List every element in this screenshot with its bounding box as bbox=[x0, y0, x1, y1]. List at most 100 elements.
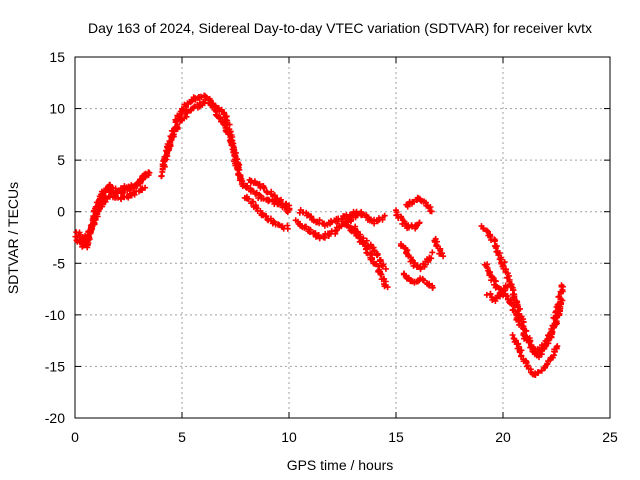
data-point-marker bbox=[417, 265, 424, 272]
data-point-marker bbox=[268, 191, 275, 198]
data-point-marker bbox=[416, 219, 423, 226]
data-point-marker bbox=[501, 259, 508, 266]
y-tick-label: 0 bbox=[57, 204, 65, 220]
data-point-marker bbox=[439, 250, 445, 257]
data-point-marker bbox=[225, 130, 232, 137]
data-point-marker bbox=[316, 235, 323, 242]
data-point-marker bbox=[405, 274, 412, 281]
data-point-marker bbox=[558, 301, 564, 308]
data-point-marker bbox=[535, 370, 541, 376]
data-point-marker bbox=[142, 184, 149, 191]
data-point-marker bbox=[374, 252, 381, 259]
data-point-marker bbox=[270, 218, 277, 224]
data-point-marker bbox=[205, 96, 212, 103]
data-point-marker bbox=[516, 349, 523, 356]
data-point-marker bbox=[559, 297, 566, 304]
y-tick-labels: -20 -15 -10 -5 0 5 10 15 bbox=[45, 49, 65, 426]
x-axis-label: GPS time / hours bbox=[287, 457, 394, 473]
data-point-marker bbox=[99, 203, 106, 210]
data-point-marker bbox=[261, 184, 268, 191]
x-tick-label: 0 bbox=[71, 429, 79, 445]
plot-frame bbox=[74, 56, 611, 419]
data-point-marker bbox=[379, 263, 386, 270]
data-point-marker bbox=[356, 233, 363, 240]
data-point-marker bbox=[183, 104, 189, 111]
data-point-marker bbox=[311, 230, 318, 237]
x-tick-label: 25 bbox=[602, 429, 618, 445]
data-point-marker bbox=[429, 249, 436, 256]
data-point-marker bbox=[306, 229, 313, 236]
data-point-marker bbox=[245, 195, 252, 202]
y-tick-label: -15 bbox=[45, 358, 65, 374]
data-point-marker bbox=[548, 328, 555, 335]
data-point-marker bbox=[504, 283, 511, 290]
data-point-marker bbox=[541, 364, 548, 371]
data-point-marker bbox=[108, 190, 115, 197]
data-point-marker bbox=[223, 127, 230, 134]
data-point-marker bbox=[509, 332, 516, 338]
data-point-marker bbox=[308, 213, 315, 220]
data-point-marker bbox=[504, 275, 511, 281]
data-point-marker bbox=[541, 342, 547, 349]
data-point-marker bbox=[382, 265, 389, 272]
data-point-marker bbox=[379, 216, 386, 223]
data-point-marker bbox=[492, 278, 499, 285]
data-point-marker bbox=[544, 361, 551, 368]
grid-lines bbox=[75, 57, 610, 418]
y-tick-label: -10 bbox=[45, 307, 65, 323]
data-point-marker bbox=[86, 234, 93, 241]
data-point-marker bbox=[271, 192, 278, 199]
data-point-marker bbox=[260, 183, 267, 190]
data-point-marker bbox=[234, 166, 241, 173]
data-point-marker bbox=[112, 185, 119, 192]
x-tick-label: 15 bbox=[388, 429, 404, 445]
chart-title: Day 163 of 2024, Sidereal Day-to-day VTE… bbox=[88, 20, 592, 36]
data-point-marker bbox=[131, 191, 138, 198]
data-point-marker bbox=[483, 263, 490, 270]
data-point-marker bbox=[384, 284, 391, 291]
data-point-marker bbox=[556, 293, 563, 300]
data-point-marker bbox=[315, 232, 322, 238]
data-point-marker bbox=[429, 284, 436, 291]
y-tick-label: -20 bbox=[45, 410, 65, 426]
data-point-marker bbox=[346, 211, 353, 218]
x-tick-labels: 0 5 10 15 20 25 bbox=[71, 429, 618, 445]
data-point-marker bbox=[369, 256, 375, 263]
y-tick-label: 5 bbox=[57, 152, 65, 168]
data-point-marker bbox=[521, 333, 528, 340]
data-point-marker bbox=[77, 231, 84, 238]
data-point-marker bbox=[262, 213, 269, 220]
data-point-marker bbox=[428, 208, 435, 215]
data-point-marker bbox=[286, 205, 293, 212]
data-point-marker bbox=[404, 203, 411, 210]
y-tick-label: -5 bbox=[53, 255, 66, 271]
data-point-marker bbox=[487, 233, 494, 240]
data-point-marker bbox=[377, 257, 384, 264]
data-point-marker bbox=[372, 260, 378, 267]
data-point-marker bbox=[145, 169, 152, 176]
data-point-marker bbox=[426, 254, 433, 261]
data-point-marker bbox=[353, 208, 360, 215]
data-point-marker bbox=[559, 283, 566, 290]
x-tick-label: 10 bbox=[281, 429, 297, 445]
data-point-marker bbox=[363, 237, 370, 244]
data-point-marker bbox=[124, 185, 131, 192]
x-tick-label: 5 bbox=[178, 429, 186, 445]
data-point-marker bbox=[524, 362, 531, 369]
x-tick-label: 20 bbox=[495, 429, 511, 445]
data-point-marker bbox=[401, 271, 408, 278]
data-point-marker bbox=[538, 351, 545, 358]
data-point-marker bbox=[179, 106, 186, 113]
data-point-marker bbox=[284, 225, 291, 232]
data-point-marker bbox=[221, 121, 228, 128]
axis-ticks bbox=[74, 56, 611, 419]
data-points bbox=[72, 92, 566, 378]
y-tick-label: 10 bbox=[49, 101, 65, 117]
data-point-marker bbox=[166, 138, 173, 144]
data-point-marker bbox=[489, 297, 496, 303]
data-point-marker bbox=[420, 277, 427, 284]
data-point-marker bbox=[252, 179, 258, 186]
data-point-marker bbox=[320, 234, 327, 241]
y-tick-label: 15 bbox=[49, 49, 65, 65]
